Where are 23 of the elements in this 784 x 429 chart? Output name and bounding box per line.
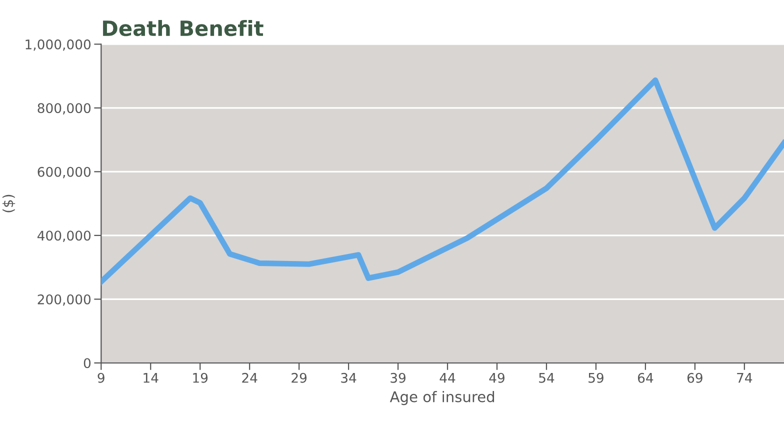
chart-title: Death Benefit [103,20,264,36]
x-tick-label: 34 [341,372,356,383]
x-tick-label: 64 [638,372,654,383]
y-tick-label: 800,000 [38,103,91,114]
x-tick-label: 49 [489,372,504,383]
x-tick-label: 14 [144,373,158,383]
x-tick-label: 74 [737,373,752,383]
x-tick-label: 9 [98,372,104,383]
y-tick-label: 0 [84,358,91,368]
y-tick-label: 1,000,000 [26,39,91,51]
x-tick-label: 29 [292,372,307,383]
y-tick-label: 400,000 [37,230,91,242]
x-tick-label: 19 [193,372,208,383]
y-tick-label: 200,000 [38,294,91,306]
x-tick-label: 54 [539,373,554,383]
x-tick-label: 69 [687,372,702,383]
x-tick-label: 59 [588,372,604,383]
x-axis-title: Age of insured [390,390,494,406]
x-tick-label: 39 [390,372,406,383]
y-axis-title: ($) [2,194,16,212]
y-tick-label: 600,000 [38,166,91,178]
x-tick-label: 44 [440,373,456,383]
x-tick-label: 24 [242,372,258,383]
